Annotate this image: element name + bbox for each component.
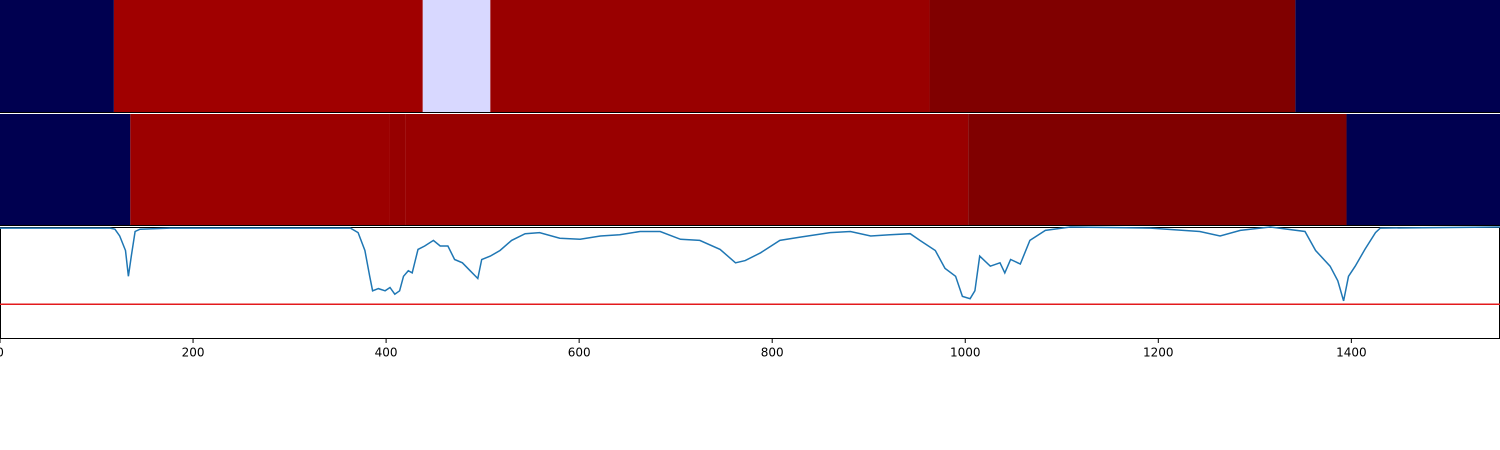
heatmap-cell (1346, 114, 1500, 226)
heatmap-cell (968, 114, 1347, 226)
x-tick-label: 600 (568, 346, 591, 360)
x-tick-label: 1000 (950, 346, 981, 360)
heatmap-cell (0, 114, 131, 226)
x-tick-label: 200 (182, 346, 205, 360)
heatmap-cell (0, 0, 114, 112)
x-tick-label: 1200 (1143, 346, 1174, 360)
x-tick-label: 400 (375, 346, 398, 360)
data-line (0, 226, 1500, 302)
x-tick-label: 800 (761, 346, 784, 360)
x-tick-label: 0 (0, 346, 4, 360)
heatmap-cell (490, 0, 930, 112)
heatmap-cell (929, 0, 1296, 112)
heatmap-cell (389, 114, 406, 226)
heatmap-cell (422, 0, 491, 112)
heatmap-cell (113, 0, 423, 112)
x-tick-label: 1400 (1336, 346, 1367, 360)
heatmap-cell (1295, 0, 1500, 112)
heatmap-cell (130, 114, 390, 226)
heatmap-cell (405, 114, 969, 226)
plot-frame (0, 227, 1500, 339)
